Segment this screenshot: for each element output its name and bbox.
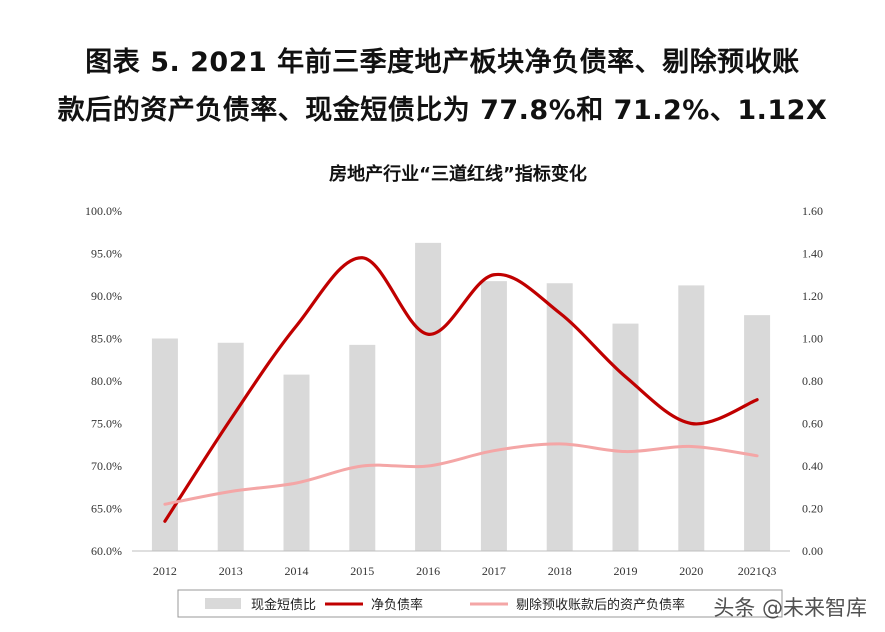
- bar-cash-short-debt-ratio: [349, 344, 376, 551]
- bar-cash-short-debt-ratio: [546, 283, 573, 551]
- watermark-text: 头条 @未来智库: [713, 596, 867, 620]
- x-tick-label: 2015: [350, 564, 374, 578]
- y-left-tick-label: 65.0%: [91, 502, 122, 516]
- legend-label: 剔除预收账款后的资产负债率: [516, 597, 685, 613]
- y-left-tick-label: 100.0%: [85, 204, 122, 218]
- x-tick-label: 2019: [614, 564, 638, 578]
- y-right-tick-label: 1.40: [802, 247, 823, 261]
- x-tick-label: 2014: [285, 564, 309, 578]
- bar-cash-short-debt-ratio: [217, 342, 244, 551]
- bar-cash-short-debt-ratio: [480, 281, 507, 551]
- chart-title: 房地产行业“三道红线”指标变化: [329, 163, 587, 185]
- y-right-tick-label: 0.20: [802, 502, 823, 516]
- bar-cash-short-debt-ratio: [744, 315, 771, 551]
- x-tick-label: 2016: [416, 564, 440, 578]
- y-right-tick-label: 0.40: [802, 459, 823, 473]
- y-left-tick-label: 85.0%: [91, 332, 122, 346]
- bar-cash-short-debt-ratio: [678, 285, 705, 551]
- y-left-tick-label: 80.0%: [91, 374, 122, 388]
- bar-cash-short-debt-ratio: [283, 374, 310, 551]
- x-tick-label: 2012: [153, 564, 177, 578]
- y-left-tick-label: 95.0%: [91, 247, 122, 261]
- y-left-tick-label: 70.0%: [91, 459, 122, 473]
- y-right-tick-label: 1.20: [802, 289, 823, 303]
- y-right-tick-label: 0.60: [802, 417, 823, 431]
- page-title-line-1: 图表 5. 2021 年前三季度地产板块净负债率、剔除预收账: [85, 47, 800, 78]
- x-tick-label: 2021Q3: [738, 564, 777, 578]
- y-left-tick-label: 75.0%: [91, 417, 122, 431]
- x-tick-label: 2018: [548, 564, 572, 578]
- line-adjusted-asset-liability-ratio: [163, 442, 759, 506]
- x-tick-label: 2017: [482, 564, 506, 578]
- y-right-tick-label: 1.60: [802, 204, 823, 218]
- y-right-tick-label: 0.00: [802, 544, 823, 558]
- y-right-tick-label: 0.80: [802, 374, 823, 388]
- bar-cash-short-debt-ratio: [151, 338, 178, 551]
- legend-label: 现金短债比: [251, 597, 316, 613]
- x-tick-label: 2013: [219, 564, 243, 578]
- legend-swatch-bar: [205, 598, 241, 609]
- bar-cash-short-debt-ratio: [415, 242, 442, 551]
- page-title-line-2: 款后的资产负债率、现金短债比为 77.8%和 71.2%、1.12X: [57, 95, 828, 126]
- y-left-tick-label: 60.0%: [91, 544, 122, 558]
- y-left-tick-label: 90.0%: [91, 289, 122, 303]
- legend-label: 净负债率: [371, 597, 423, 613]
- bar-cash-short-debt-ratio: [612, 323, 639, 551]
- x-tick-label: 2020: [679, 564, 703, 578]
- line-net-debt-ratio: [163, 256, 759, 523]
- y-right-tick-label: 1.00: [802, 332, 823, 346]
